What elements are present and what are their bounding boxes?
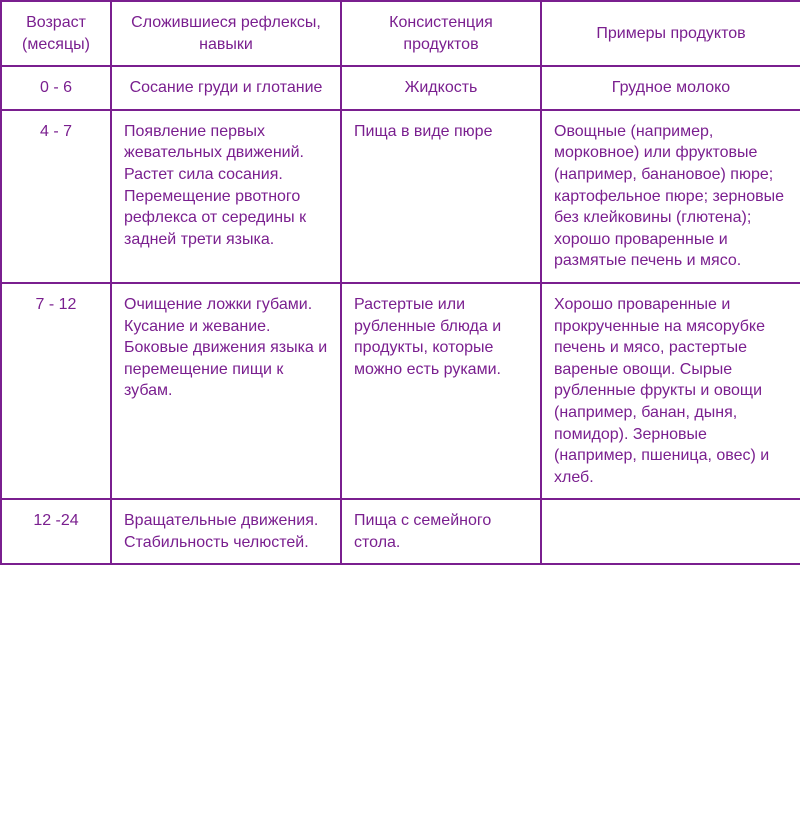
- cell-age: 12 -24: [1, 499, 111, 564]
- cell-skills: Появление первых жевательных движений. Р…: [111, 110, 341, 283]
- col-header-ex: Примеры продуктов: [541, 1, 800, 66]
- cell-ex: Грудное молоко: [541, 66, 800, 110]
- col-header-age: Возраст (месяцы): [1, 1, 111, 66]
- cell-age: 4 - 7: [1, 110, 111, 283]
- cell-cons: Пища с семейного стола.: [341, 499, 541, 564]
- cell-skills: Очищение ложки губами. Кусание и жевание…: [111, 283, 341, 499]
- cell-age: 0 - 6: [1, 66, 111, 110]
- table-row: 12 -24 Вращательные движения. Стабильнос…: [1, 499, 800, 564]
- cell-ex: Хорошо проваренные и прокрученные на мяс…: [541, 283, 800, 499]
- table-row: 0 - 6 Сосание груди и глотание Жидкость …: [1, 66, 800, 110]
- col-header-cons: Консистенция продуктов: [341, 1, 541, 66]
- table-header-row: Возраст (месяцы) Сложившиеся рефлексы, н…: [1, 1, 800, 66]
- cell-skills: Вращательные движения. Стабильность челю…: [111, 499, 341, 564]
- cell-cons: Пища в виде пюре: [341, 110, 541, 283]
- cell-cons: Растертые или рубленные блюда и продукты…: [341, 283, 541, 499]
- cell-age: 7 - 12: [1, 283, 111, 499]
- cell-skills: Сосание груди и глотание: [111, 66, 341, 110]
- feeding-table: Возраст (месяцы) Сложившиеся рефлексы, н…: [0, 0, 800, 565]
- cell-ex: Овощные (например, морковное) или фрукто…: [541, 110, 800, 283]
- col-header-skills: Сложившиеся рефлексы, навыки: [111, 1, 341, 66]
- cell-cons: Жидкость: [341, 66, 541, 110]
- table-row: 7 - 12 Очищение ложки губами. Кусание и …: [1, 283, 800, 499]
- table-row: 4 - 7 Появление первых жевательных движе…: [1, 110, 800, 283]
- cell-ex: [541, 499, 800, 564]
